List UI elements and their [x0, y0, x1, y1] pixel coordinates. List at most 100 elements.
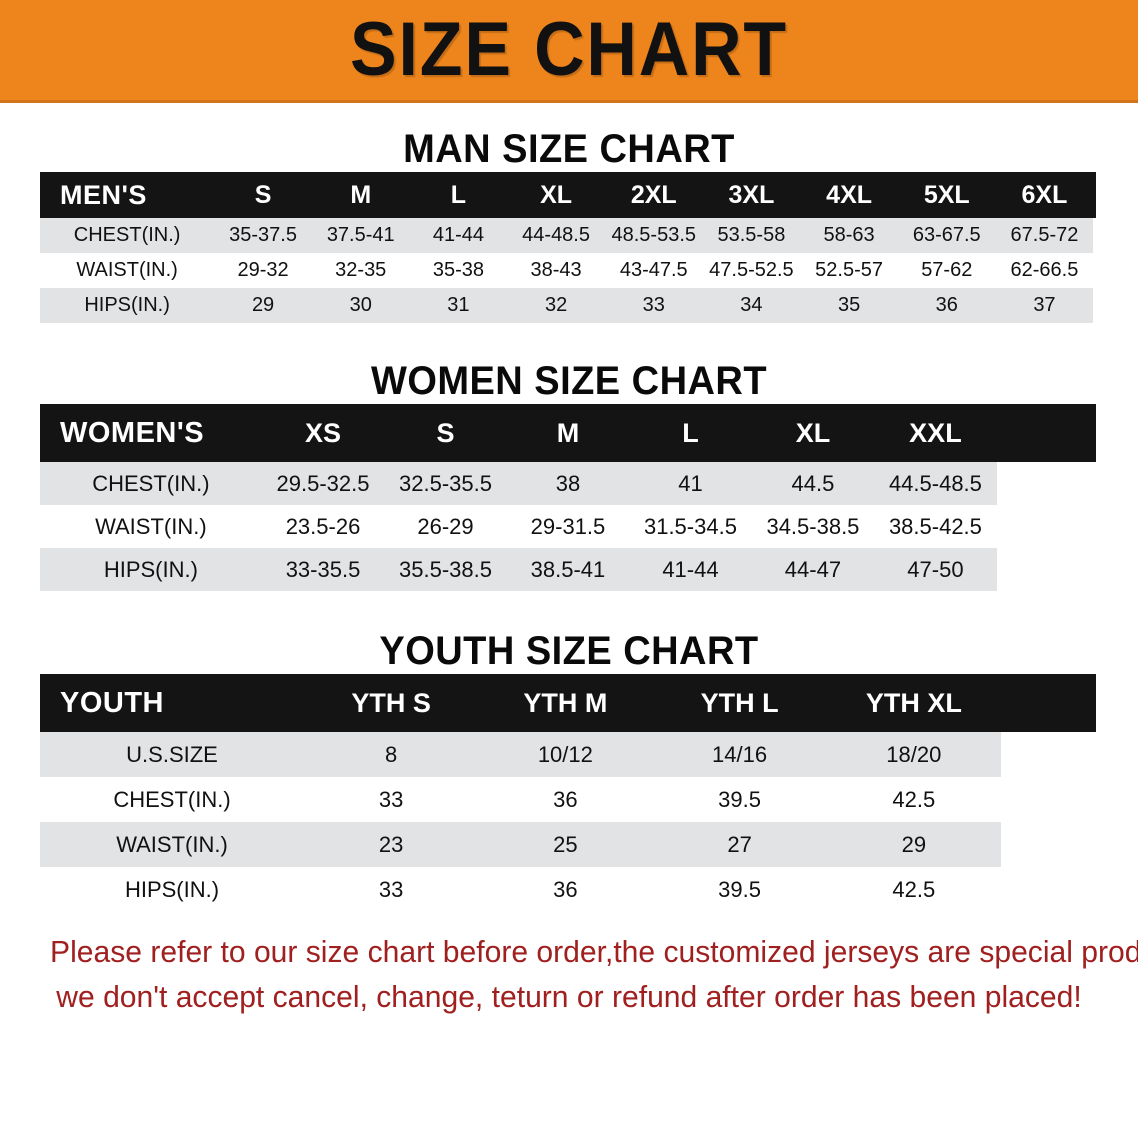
women-row-label: CHEST(IN.): [40, 462, 262, 505]
man-row-label: CHEST(IN.): [40, 218, 215, 253]
man-cell: 32-35: [311, 253, 410, 288]
women-table-body: CHEST(IN.) 29.5-32.5 32.5-35.5 38 41 44.5 44.5…: [40, 462, 1096, 591]
disclaimer-line-2: we don't accept cancel, change, teturn o…: [56, 978, 1082, 1014]
women-table-row: CHEST(IN.) 29.5-32.5 32.5-35.5 38 41 44.5 44.5…: [40, 462, 1096, 505]
youth-cell: 33: [304, 777, 479, 822]
youth-table-header-row: YOUTH YTH S YTH M YTH L YTH XL: [40, 674, 1096, 732]
man-cell: 62-66.5: [995, 253, 1094, 288]
man-column-header: 2XL: [604, 172, 703, 218]
women-cell: 47-50: [874, 548, 997, 591]
women-cell: 38.5-41: [506, 548, 630, 591]
man-table-row: HIPS(IN.) 29 30 31 32 33 34 35 36 37: [40, 288, 1096, 323]
youth-cell: 14/16: [652, 732, 827, 777]
women-cell: 38.5-42.5: [874, 505, 997, 548]
women-row-spacer: [996, 462, 1096, 505]
youth-column-header: YTH S: [304, 674, 479, 732]
man-cell: 37.5-41: [311, 218, 410, 253]
women-table-header-row: WOMEN'S XS S M L XL XXL: [40, 404, 1096, 462]
women-column-header: XL: [751, 404, 875, 462]
women-table-row: HIPS(IN.) 33-35.5 35.5-38.5 38.5-41 41-44 44-…: [40, 548, 1096, 591]
youth-cell: 25: [478, 822, 653, 867]
women-header-spacer: [996, 404, 1096, 462]
man-header-spacer: [1093, 172, 1096, 218]
youth-cell: 36: [478, 867, 653, 912]
man-table-wrapper: MEN'S S M L XL 2XL 3XL 4XL 5XL 6XL CHEST(IN.) 35-…: [40, 172, 1096, 323]
women-cell: 35.5-38.5: [384, 548, 507, 591]
youth-cell: 8: [304, 732, 479, 777]
women-column-header: M: [506, 404, 630, 462]
youth-row-label: U.S.SIZE: [40, 732, 304, 777]
man-table-row: WAIST(IN.) 29-32 32-35 35-38 38-43 43-47.5 47.…: [40, 253, 1096, 288]
women-cell: 44-47: [751, 548, 875, 591]
youth-row-spacer: [1000, 732, 1096, 777]
man-row-spacer: [1093, 218, 1096, 253]
women-column-header: S: [384, 404, 507, 462]
man-cell: 38-43: [507, 253, 605, 288]
youth-cell: 42.5: [826, 867, 1001, 912]
women-cell: 44.5: [751, 462, 875, 505]
man-column-header: L: [409, 172, 508, 218]
youth-cell: 33: [304, 867, 479, 912]
youth-cell: 36: [478, 777, 653, 822]
man-row-label: WAIST(IN.): [40, 253, 215, 288]
man-cell: 32: [507, 288, 605, 323]
women-cell: 38: [506, 462, 630, 505]
women-cell: 29.5-32.5: [261, 462, 385, 505]
youth-section-title: YOUTH SIZE CHART: [379, 629, 759, 673]
women-cell: 32.5-35.5: [384, 462, 507, 505]
youth-cell: 10/12: [478, 732, 653, 777]
man-cell: 52.5-57: [800, 253, 898, 288]
man-cell: 31: [409, 288, 508, 323]
youth-column-header: YTH L: [652, 674, 827, 732]
man-table-row: CHEST(IN.) 35-37.5 37.5-41 41-44 44-48.5 48.5…: [40, 218, 1096, 253]
man-column-header: M: [311, 172, 410, 218]
man-cell: 67.5-72: [995, 218, 1094, 253]
man-size-table: MEN'S S M L XL 2XL 3XL 4XL 5XL 6XL CHEST(IN.) 35-…: [40, 172, 1096, 323]
man-column-header: 4XL: [800, 172, 898, 218]
youth-cell: 18/20: [826, 732, 1001, 777]
man-column-header: 6XL: [995, 172, 1094, 218]
women-section-title: WOMEN SIZE CHART: [370, 359, 768, 403]
women-size-table: WOMEN'S XS S M L XL XXL CHEST(IN.) 29.5-32.5 32…: [40, 404, 1096, 591]
disclaimer-line-1: Please refer to our size chart before or…: [50, 934, 1138, 969]
man-column-header: XL: [507, 172, 605, 218]
man-column-header: 5XL: [897, 172, 996, 218]
page-banner: SIZE CHART: [0, 0, 1138, 103]
women-column-header: XXL: [874, 404, 997, 462]
youth-column-header: YTH XL: [826, 674, 1001, 732]
man-corner-label: MEN'S: [40, 172, 215, 218]
man-table-header-row: MEN'S S M L XL 2XL 3XL 4XL 5XL 6XL: [40, 172, 1096, 218]
youth-row-spacer: [1000, 867, 1096, 912]
women-cell: 29-31.5: [506, 505, 630, 548]
man-column-header: S: [214, 172, 312, 218]
man-table-body: CHEST(IN.) 35-37.5 37.5-41 41-44 44-48.5 48.5…: [40, 218, 1096, 323]
youth-cell: 23: [304, 822, 479, 867]
man-cell: 41-44: [409, 218, 508, 253]
man-cell: 35: [800, 288, 898, 323]
youth-table-row: HIPS(IN.) 33 36 39.5 42.5: [40, 867, 1096, 912]
man-cell: 57-62: [897, 253, 996, 288]
youth-table-row: WAIST(IN.) 23 25 27 29: [40, 822, 1096, 867]
man-cell: 35-37.5: [214, 218, 312, 253]
youth-row-label: WAIST(IN.): [40, 822, 304, 867]
man-row-spacer: [1093, 253, 1096, 288]
youth-cell: 27: [652, 822, 827, 867]
women-table-row: WAIST(IN.) 23.5-26 26-29 29-31.5 31.5-34.5 34…: [40, 505, 1096, 548]
man-cell: 47.5-52.5: [702, 253, 801, 288]
man-cell: 29-32: [214, 253, 312, 288]
youth-row-label: CHEST(IN.): [40, 777, 304, 822]
women-cell: 23.5-26: [261, 505, 385, 548]
man-cell: 36: [897, 288, 996, 323]
women-cell: 34.5-38.5: [751, 505, 875, 548]
page-title: SIZE CHART: [350, 7, 788, 92]
man-row-spacer: [1093, 288, 1096, 323]
man-row-label: HIPS(IN.): [40, 288, 215, 323]
man-cell: 33: [604, 288, 703, 323]
youth-table-row: U.S.SIZE 8 10/12 14/16 18/20: [40, 732, 1096, 777]
women-column-header: L: [629, 404, 752, 462]
youth-row-label: HIPS(IN.): [40, 867, 304, 912]
women-row-label: HIPS(IN.): [40, 548, 262, 591]
youth-table-row: CHEST(IN.) 33 36 39.5 42.5: [40, 777, 1096, 822]
women-cell: 41-44: [629, 548, 752, 591]
youth-table-wrapper: YOUTH YTH S YTH M YTH L YTH XL U.S.SIZE 8 10/…: [40, 674, 1096, 912]
